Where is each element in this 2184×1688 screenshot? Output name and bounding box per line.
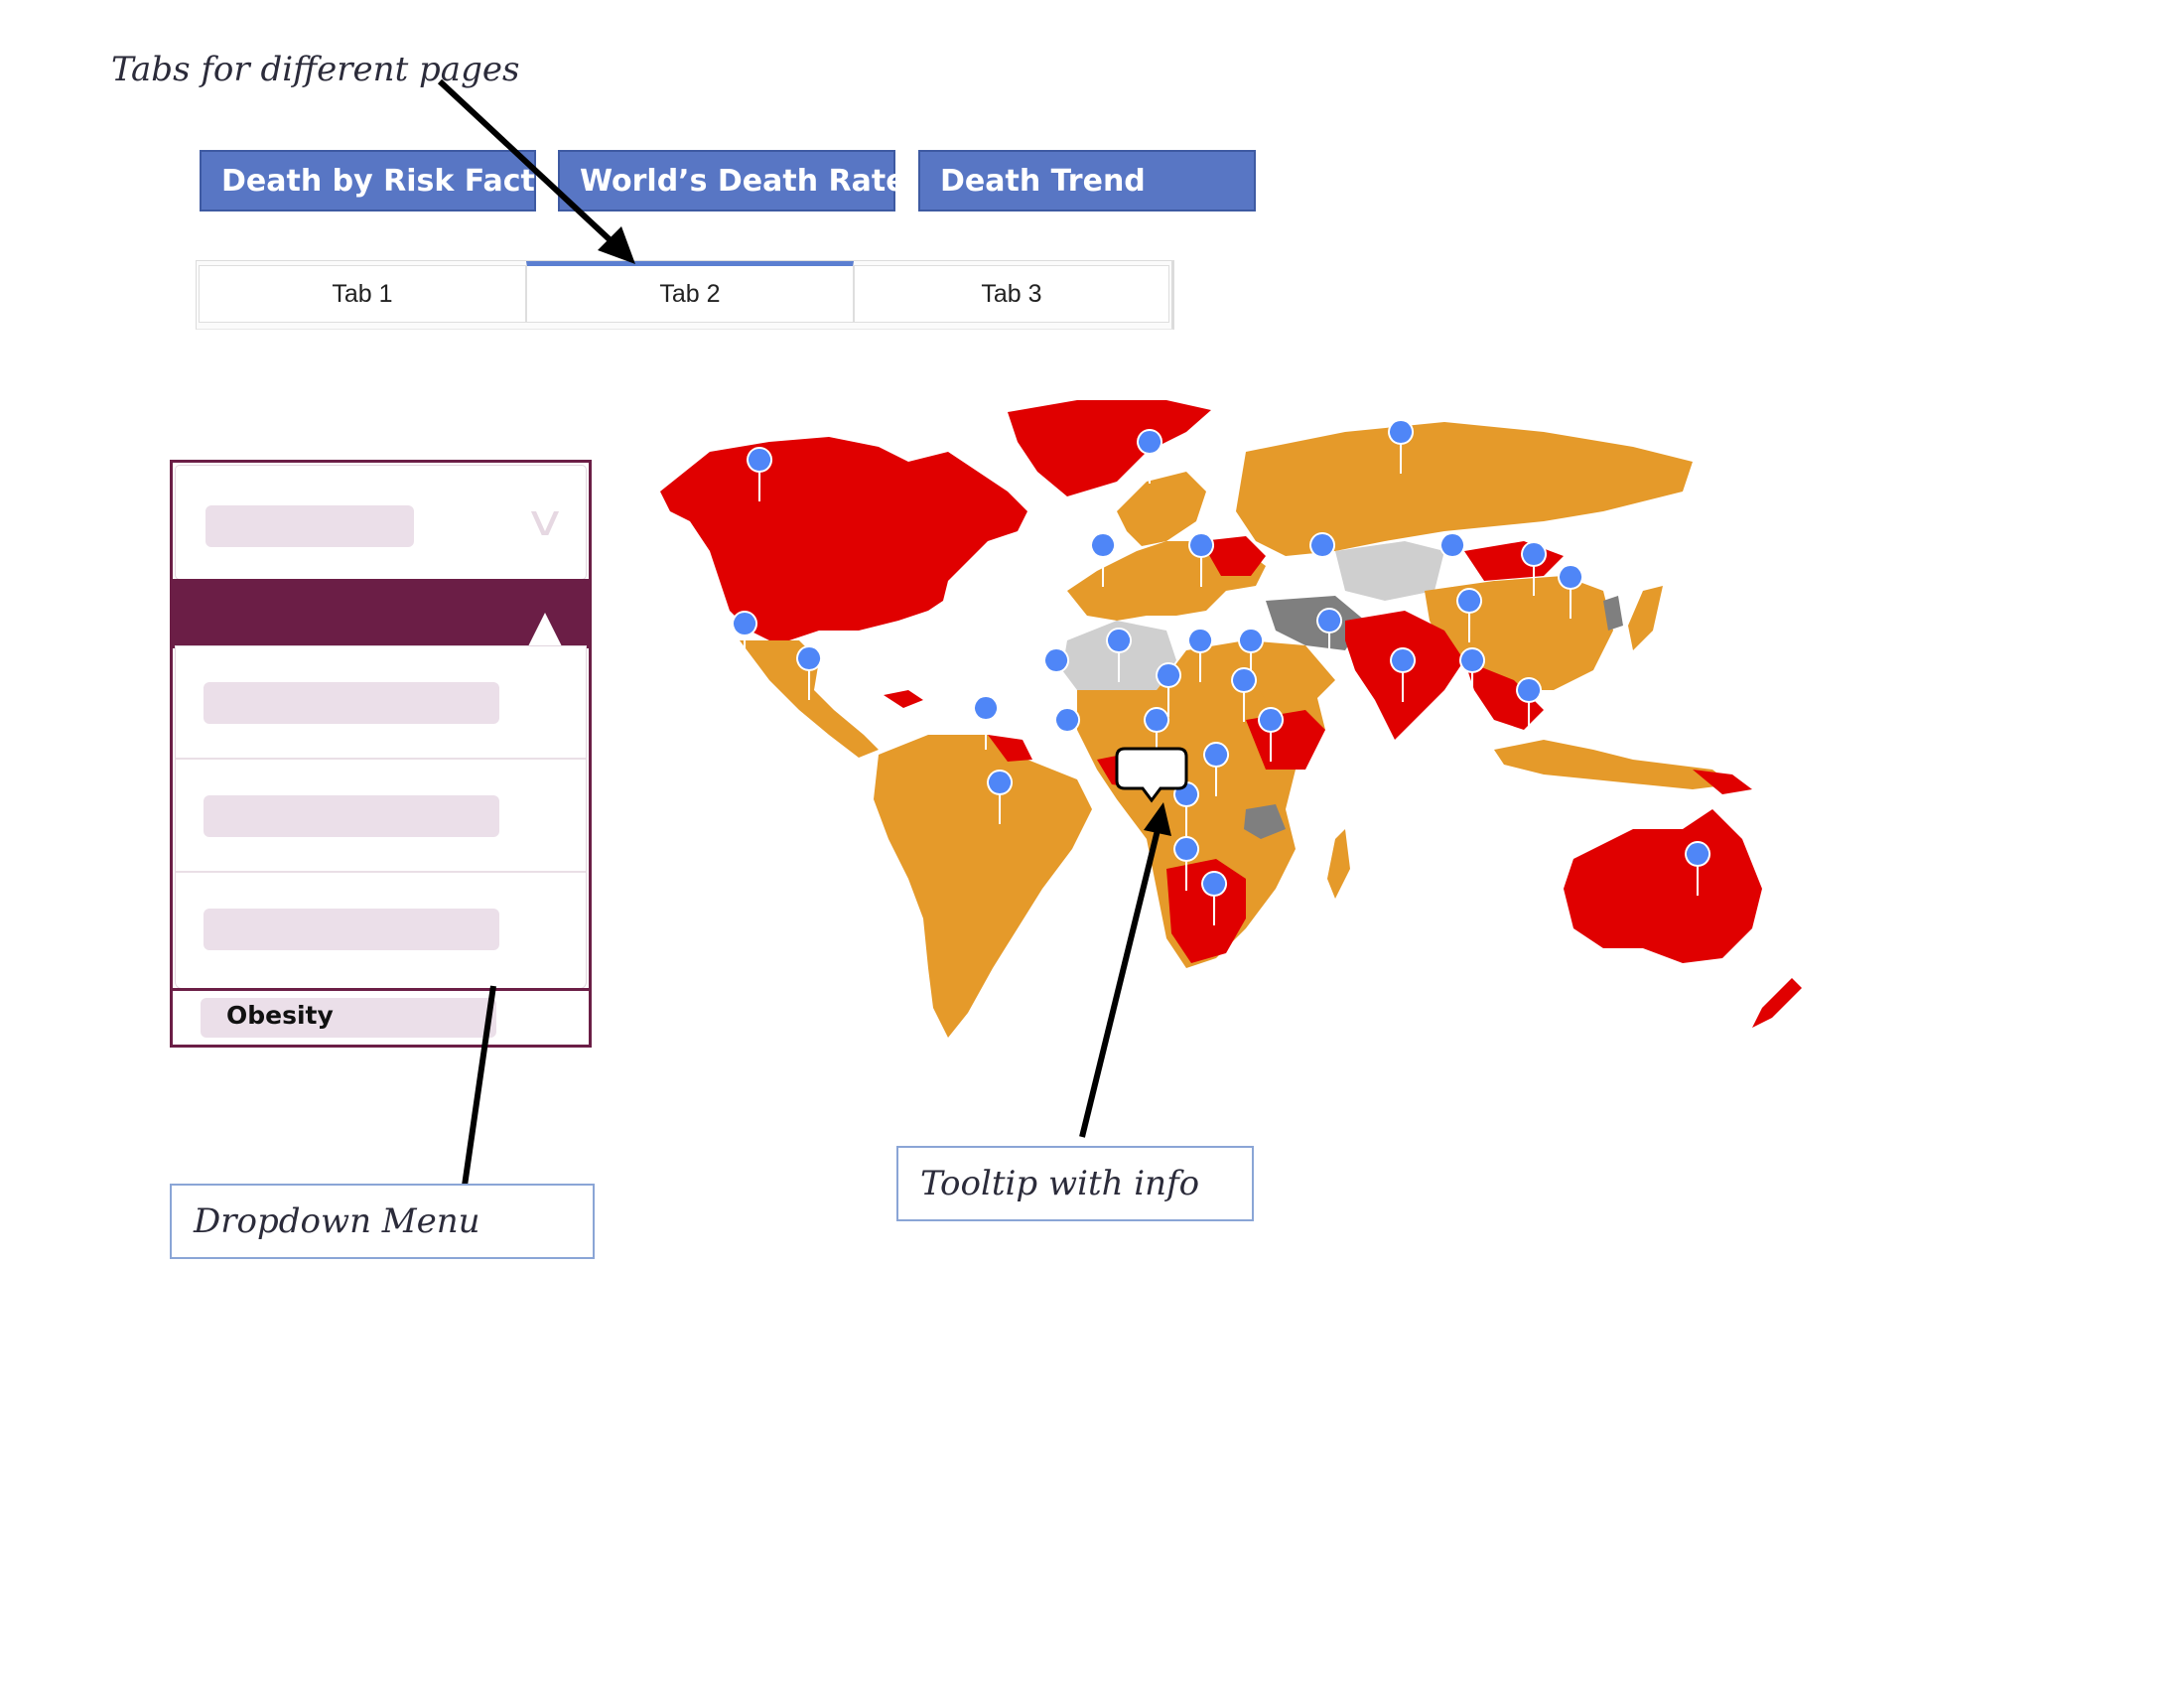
tabs-annotation: Tabs for different pages xyxy=(111,50,520,89)
world-map[interactable] xyxy=(650,392,2100,1057)
dropdown-toggle[interactable]: v xyxy=(176,466,586,579)
map-pin-icon[interactable] xyxy=(1187,628,1214,683)
tooltip-callout: Tooltip with info xyxy=(896,1146,1254,1221)
region-madagascar[interactable] xyxy=(1327,829,1350,899)
map-pin-icon[interactable] xyxy=(747,447,773,502)
dropdown-callout: Dropdown Menu xyxy=(170,1184,595,1259)
dropdown-option[interactable] xyxy=(176,760,586,873)
map-pin-icon[interactable] xyxy=(1456,588,1483,643)
tab-1[interactable]: Tab 1 xyxy=(199,265,526,323)
dropdown-placeholder xyxy=(205,505,414,547)
map-pin-icon[interactable] xyxy=(1156,662,1182,718)
map-pin-icon[interactable] xyxy=(1203,742,1230,797)
region-guiana[interactable] xyxy=(988,735,1032,762)
map-pin-icon[interactable] xyxy=(1173,836,1200,892)
region-caribbean[interactable] xyxy=(884,690,923,708)
option-placeholder xyxy=(204,909,499,950)
map-pin-icon[interactable] xyxy=(1188,532,1215,588)
region-new-zealand[interactable] xyxy=(1752,978,1802,1028)
map-pin-icon[interactable] xyxy=(1388,419,1415,475)
selected-placeholder xyxy=(201,998,496,1038)
map-pin-icon[interactable] xyxy=(987,770,1014,825)
selected-option-label: Obesity xyxy=(226,1001,334,1030)
dropdown-selected-option[interactable]: Obesity xyxy=(173,988,589,1045)
region-australia[interactable] xyxy=(1564,809,1762,963)
dropdown-header-band xyxy=(173,579,589,648)
region-russia[interactable] xyxy=(1236,422,1693,556)
map-pin-icon[interactable] xyxy=(1090,532,1117,588)
region-north-america[interactable] xyxy=(660,437,1027,640)
tab-worlds-death-rate[interactable]: World’s Death Rate xyxy=(558,150,906,211)
map-pin-icon[interactable] xyxy=(1316,608,1343,663)
region-central-asia[interactable] xyxy=(1335,541,1444,601)
region-papua[interactable] xyxy=(1693,770,1752,794)
tabs-arrow-head xyxy=(598,226,635,264)
dropdown-caret xyxy=(527,613,563,648)
map-pin-icon[interactable] xyxy=(1390,647,1417,703)
map-pin-icon[interactable] xyxy=(1685,841,1711,897)
tab-2[interactable]: Tab 2 xyxy=(526,261,854,323)
dropdown-menu: v Obesity xyxy=(170,460,592,1048)
region-japan[interactable] xyxy=(1628,586,1663,650)
region-arabia[interactable] xyxy=(1246,640,1335,710)
map-pin-icon[interactable] xyxy=(1459,647,1486,703)
map-pin-icon[interactable] xyxy=(1201,871,1228,926)
map-pin-icon[interactable] xyxy=(1258,707,1285,763)
map-pin-icon[interactable] xyxy=(1173,781,1200,837)
region-mongolia[interactable] xyxy=(1464,541,1564,581)
region-tanzania[interactable] xyxy=(1244,804,1286,839)
region-southeast-asia[interactable] xyxy=(1464,660,1544,730)
tab-strip: Tab 1 Tab 2 Tab 3 xyxy=(196,260,1174,330)
region-scandinavia[interactable] xyxy=(1117,472,1206,546)
region-south-asia[interactable] xyxy=(1345,611,1464,740)
tab-3[interactable]: Tab 3 xyxy=(854,265,1169,323)
region-south-america[interactable] xyxy=(874,735,1092,1038)
map-pin-icon[interactable] xyxy=(796,645,823,701)
map-pin-icon[interactable] xyxy=(973,695,1000,751)
region-indonesia[interactable] xyxy=(1494,740,1732,789)
map-pin-icon[interactable] xyxy=(732,611,758,666)
chevron-down-icon[interactable]: v xyxy=(529,495,561,546)
map-pin-icon[interactable] xyxy=(1558,564,1584,620)
map-pin-icon[interactable] xyxy=(1238,628,1265,683)
map-pin-icon[interactable] xyxy=(1439,532,1466,588)
region-middle-east[interactable] xyxy=(1266,596,1365,650)
tab-death-trend[interactable]: Death Trend xyxy=(918,150,1256,211)
map-pin-icon[interactable] xyxy=(1043,647,1070,703)
region-korea[interactable] xyxy=(1603,596,1623,631)
map-pin-icon[interactable] xyxy=(1137,429,1163,485)
map-pin-icon[interactable] xyxy=(1516,677,1543,733)
tab-death-by-risk-factor[interactable]: Death by Risk Factor xyxy=(200,150,570,211)
region-greenland[interactable] xyxy=(1008,400,1211,496)
map-pin-icon[interactable] xyxy=(1054,707,1081,763)
dropdown-list xyxy=(176,646,586,988)
option-placeholder xyxy=(204,795,499,837)
map-pin-icon[interactable] xyxy=(1144,707,1170,763)
dropdown-option[interactable] xyxy=(176,873,586,986)
map-pin-icon[interactable] xyxy=(1106,628,1133,683)
map-pin-icon[interactable] xyxy=(1521,541,1548,597)
option-placeholder xyxy=(204,682,499,724)
dropdown-option[interactable] xyxy=(176,646,586,760)
region-eastern-europe[interactable] xyxy=(1201,536,1266,576)
map-pin-icon[interactable] xyxy=(1309,532,1336,588)
tooltip-bubble xyxy=(1115,747,1188,803)
map-pin-icon[interactable] xyxy=(1231,667,1258,723)
